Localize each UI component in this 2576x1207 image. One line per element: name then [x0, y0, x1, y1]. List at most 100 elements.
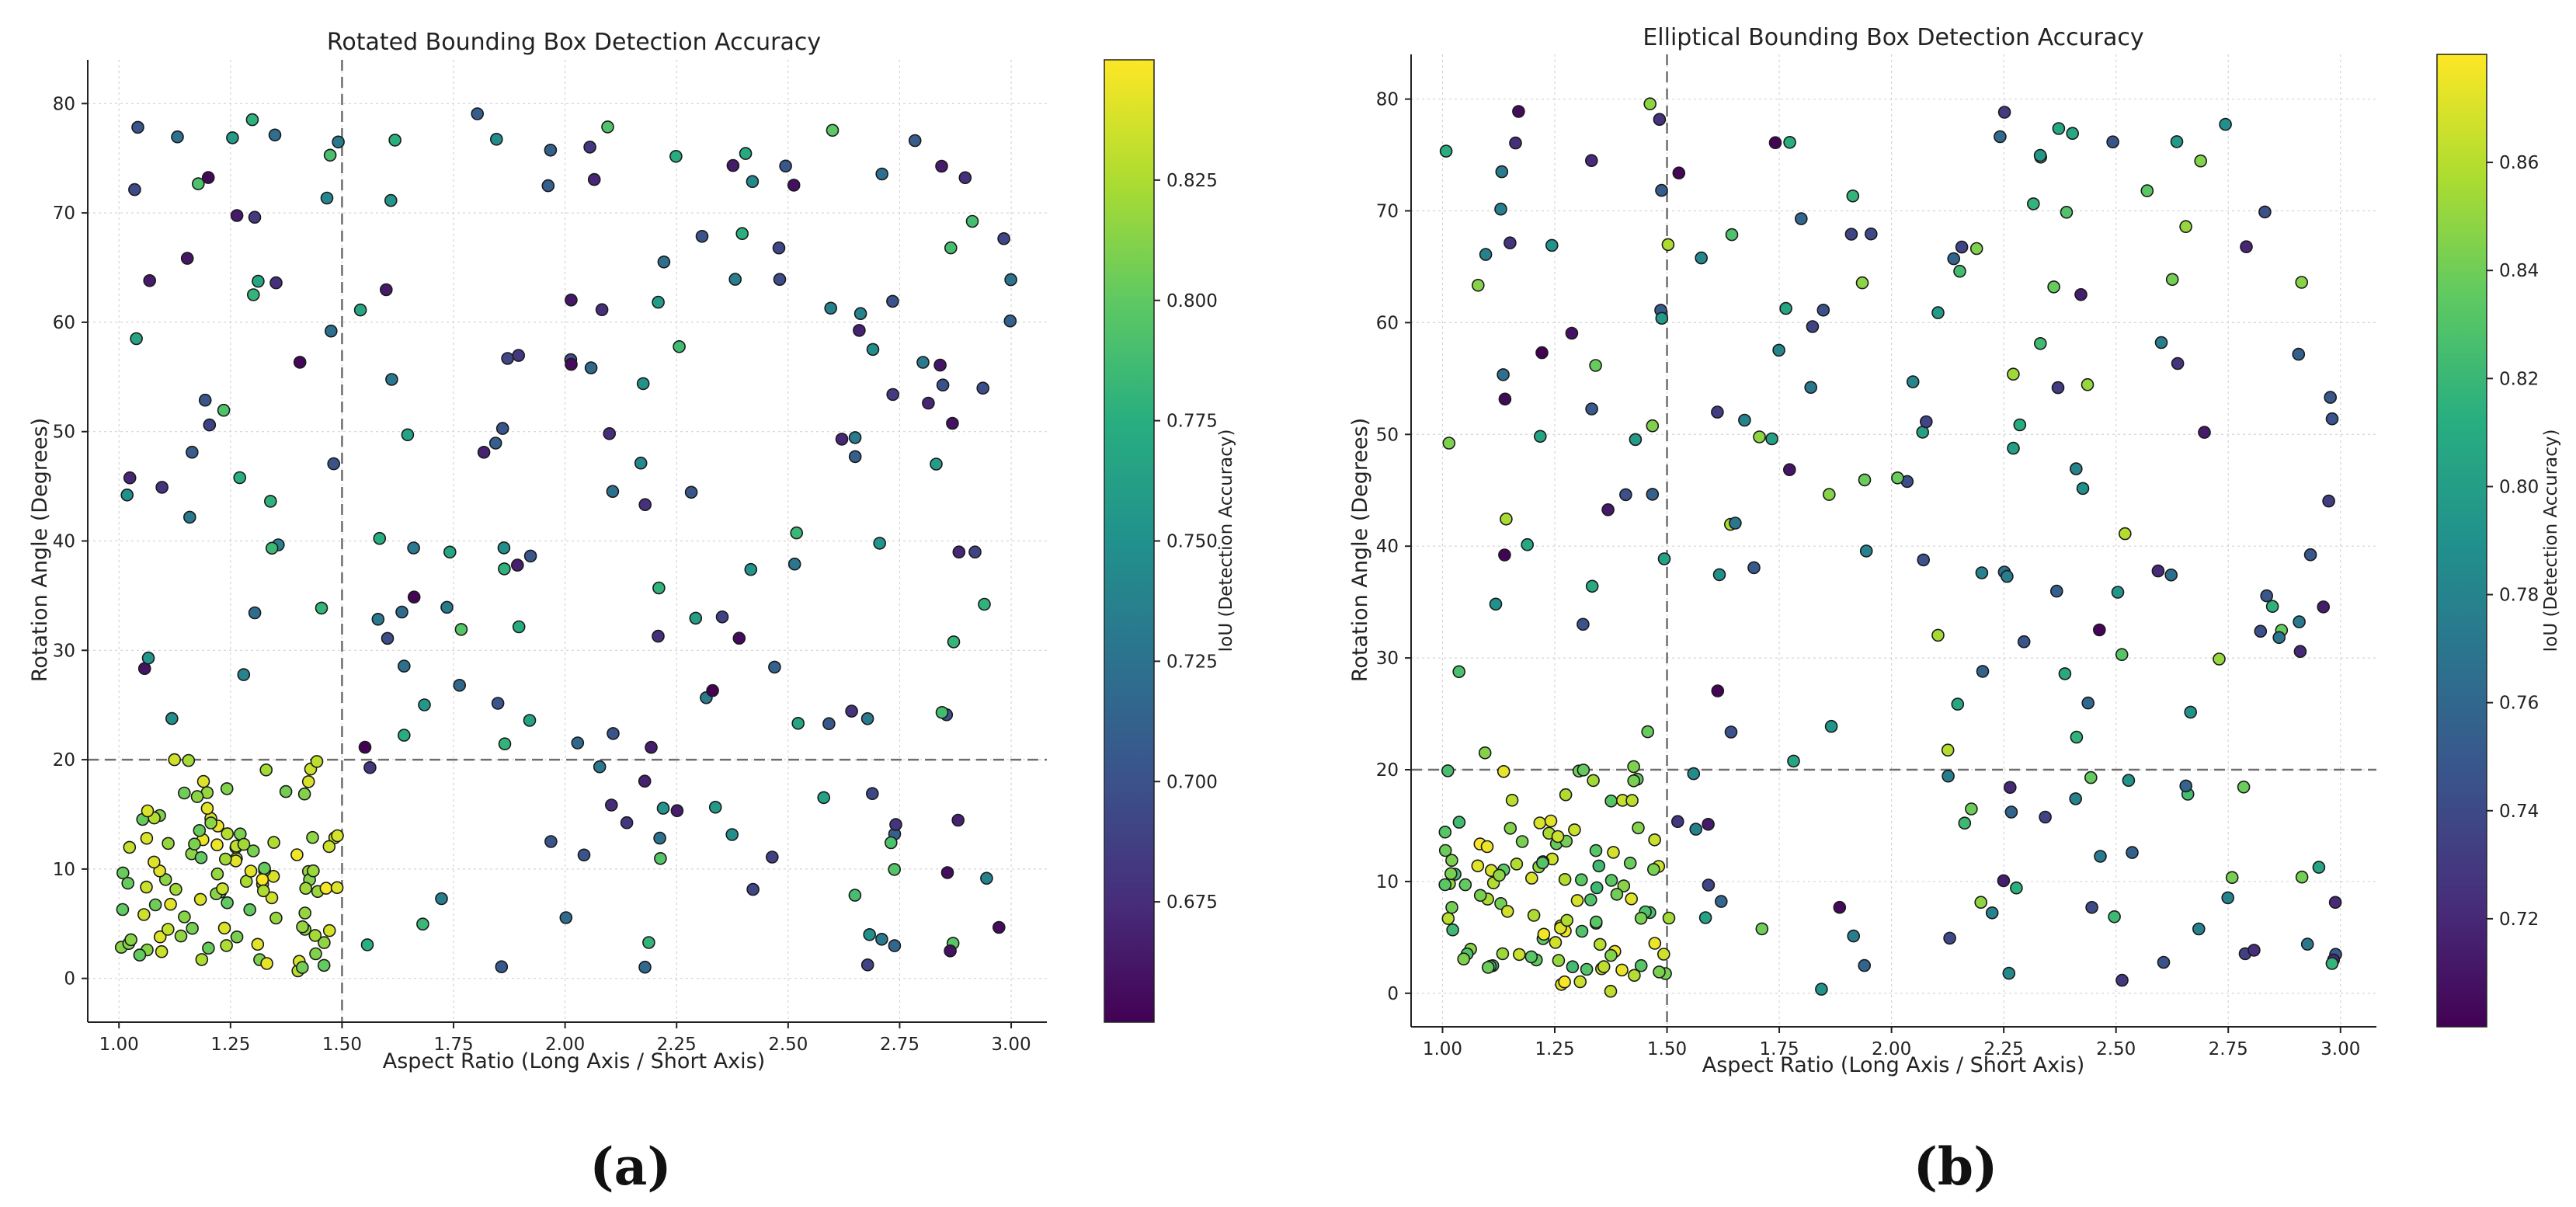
data-point — [936, 378, 950, 392]
data-point — [1545, 238, 1559, 252]
data-point — [440, 600, 454, 614]
data-point — [1671, 815, 1684, 828]
data-point — [269, 276, 283, 290]
data-point — [384, 193, 398, 207]
data-point — [888, 939, 902, 952]
data-point — [290, 848, 304, 861]
data-point — [1496, 947, 1510, 961]
data-point — [1859, 544, 1873, 558]
data-point — [787, 179, 801, 192]
data-point — [1544, 814, 1558, 828]
x-tick-label: 2.25 — [657, 1035, 697, 1055]
data-point — [183, 510, 196, 524]
y-axis-title: Rotation Angle (Degrees) — [1348, 418, 1372, 682]
data-point — [1568, 823, 1581, 837]
data-point — [1565, 326, 1579, 340]
data-point — [1627, 774, 1640, 788]
x-axis-title: Aspect Ratio (Long Axis / Short Axis) — [383, 1049, 766, 1073]
axes — [82, 60, 1047, 1028]
data-point — [2115, 648, 2129, 662]
data-point — [634, 456, 648, 470]
data-point — [952, 545, 966, 559]
x-tick-label: 2.25 — [1984, 1039, 2024, 1059]
data-point — [1823, 488, 1836, 501]
data-point — [1494, 202, 1507, 216]
data-point — [1953, 264, 1966, 278]
data-point — [2292, 347, 2306, 361]
colorbar: 0.675 0.700 0.725 0.750 0.775 0.800 0.825 IoU … — [1104, 59, 1236, 1023]
data-point — [269, 911, 283, 925]
data-point — [735, 227, 749, 241]
y-tick-label: 40 — [1376, 537, 1399, 557]
data-point — [1590, 881, 1604, 895]
data-point — [822, 717, 836, 731]
data-point — [162, 837, 175, 850]
data-point — [1592, 859, 1606, 873]
data-point — [358, 740, 372, 754]
data-point — [583, 141, 596, 154]
scatter-panel-b: Elliptical Bounding Box Detection Accura… — [1348, 24, 2561, 1197]
data-point — [319, 882, 333, 895]
data-point — [510, 558, 524, 572]
data-point — [1724, 725, 1738, 739]
data-point — [1498, 548, 1511, 562]
data-point — [744, 562, 758, 576]
data-point — [330, 881, 344, 895]
data-point — [571, 736, 585, 750]
data-point — [165, 711, 179, 725]
y-tick-label: 30 — [53, 641, 75, 661]
data-point — [523, 714, 537, 727]
data-point — [2151, 564, 2165, 578]
data-point — [1524, 950, 1538, 964]
data-point — [1779, 301, 1792, 315]
data-point — [1438, 826, 1452, 839]
data-point — [930, 457, 943, 471]
data-point — [1521, 537, 1534, 551]
data-point — [2122, 774, 2136, 788]
data-point — [453, 678, 467, 692]
data-point — [244, 864, 258, 878]
data-point — [251, 937, 265, 951]
data-point — [1497, 764, 1510, 778]
data-point — [652, 629, 665, 643]
data-point — [373, 531, 387, 545]
data-point — [1765, 432, 1778, 446]
data-point — [1500, 905, 1514, 918]
data-point — [853, 324, 866, 337]
data-point — [1672, 166, 1686, 179]
data-point — [1634, 958, 1648, 972]
data-point — [318, 936, 331, 949]
data-point — [595, 303, 609, 317]
colorbar-tick-label: 0.72 — [2499, 910, 2539, 930]
data-point — [1783, 136, 1796, 149]
data-point — [732, 631, 746, 645]
data-point — [495, 422, 509, 435]
data-point — [2300, 937, 2314, 951]
data-point — [889, 818, 902, 831]
data-point — [1513, 948, 1526, 962]
data-point — [544, 835, 558, 848]
data-point — [2052, 122, 2066, 135]
colorbar-tick-labels: 0.72 0.74 0.76 0.78 0.80 0.82 0.84 0.86 — [2487, 153, 2539, 930]
data-point — [1534, 430, 1547, 443]
x-tick-label: 1.75 — [433, 1035, 473, 1055]
y-tick-label: 10 — [1376, 872, 1399, 892]
data-point — [656, 802, 670, 815]
data-point — [162, 923, 175, 936]
data-point — [1584, 893, 1597, 906]
data-point — [371, 612, 385, 626]
data-points — [1438, 97, 2342, 998]
data-point — [2303, 548, 2317, 562]
data-point — [1997, 874, 2011, 888]
data-point — [2002, 966, 2016, 980]
data-point — [1444, 867, 1458, 881]
data-point — [1715, 895, 1728, 908]
data-point — [1458, 878, 1472, 892]
data-point — [565, 293, 578, 307]
y-tick-label: 20 — [53, 750, 75, 770]
y-tick-label: 60 — [53, 313, 75, 333]
data-point — [265, 541, 279, 555]
data-point — [137, 662, 151, 676]
data-point — [652, 581, 666, 595]
data-point — [860, 711, 874, 725]
